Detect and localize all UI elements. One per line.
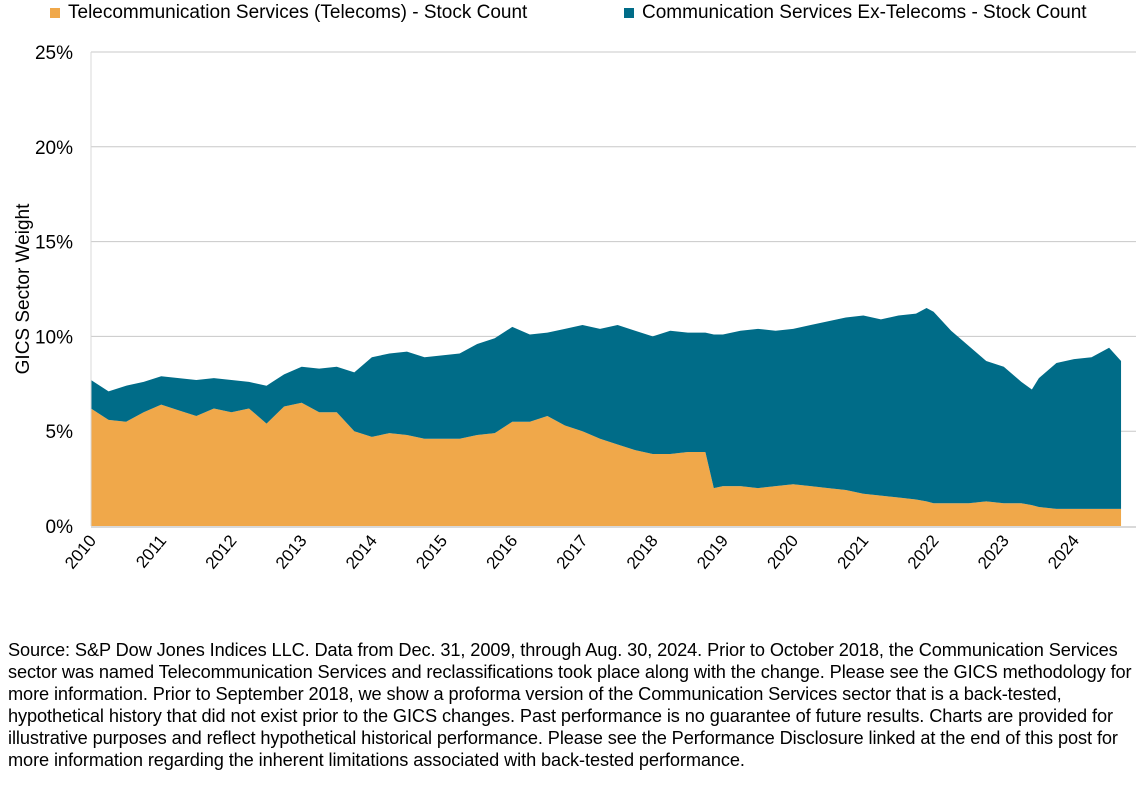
x-tick-label: 2022 (904, 531, 943, 572)
x-tick-label: 2011 (132, 531, 170, 571)
x-tick-label: 2017 (553, 531, 592, 572)
y-tick-label: 5% (46, 422, 74, 443)
x-tick-label: 2023 (974, 531, 1013, 572)
y-tick-label: 15% (35, 233, 73, 254)
legend-label-ex-telecoms: Communication Services Ex-Telecoms - Sto… (642, 2, 1087, 23)
x-tick-label: 2015 (412, 531, 451, 572)
y-axis-label: GICS Sector Weight (13, 203, 34, 374)
areas (91, 307, 1122, 526)
x-tick-label: 2020 (763, 531, 802, 572)
legend-swatch-ex-telecoms (624, 8, 634, 18)
y-axis-ticks: 0% 5% 10% 15% 20% 25% (35, 43, 73, 538)
chart-legend: Telecommunication Services (Telecoms) - … (0, 0, 1140, 28)
y-tick-label: 25% (35, 43, 73, 64)
legend-item-ex-telecoms: Communication Services Ex-Telecoms - Sto… (624, 2, 1087, 24)
source-footnote: Source: S&P Dow Jones Indices LLC. Data … (8, 640, 1132, 770)
axes (90, 52, 1136, 528)
x-tick-label: 2018 (623, 531, 662, 572)
x-tick-label: 2012 (202, 531, 241, 572)
legend-swatch-telecoms (50, 8, 60, 18)
x-tick-label: 2019 (693, 531, 732, 572)
x-tick-label: 2021 (834, 531, 873, 572)
area-ex-telecoms (91, 307, 1122, 509)
x-tick-label: 2013 (272, 531, 311, 572)
y-tick-label: 10% (35, 327, 73, 348)
area-telecoms (91, 402, 1122, 526)
x-tick-label: 2016 (482, 531, 521, 572)
stacked-area-chart: 0%5%10%15%20%25% 2010 2011 2012 2013 2014 201… (13, 43, 1136, 573)
legend-item-telecoms: Telecommunication Services (Telecoms) - … (50, 2, 527, 24)
y-tick-label: 20% (35, 138, 73, 159)
x-tick-label: 2014 (342, 531, 381, 572)
legend-label-telecoms: Telecommunication Services (Telecoms) - … (68, 2, 528, 23)
x-axis-ticks: 2010 2011 2012 2013 2014 2015 2016 2017 2018 2019… (61, 531, 1083, 572)
x-tick-label: 2024 (1044, 531, 1083, 572)
y-tick-label: 0% (46, 517, 74, 538)
